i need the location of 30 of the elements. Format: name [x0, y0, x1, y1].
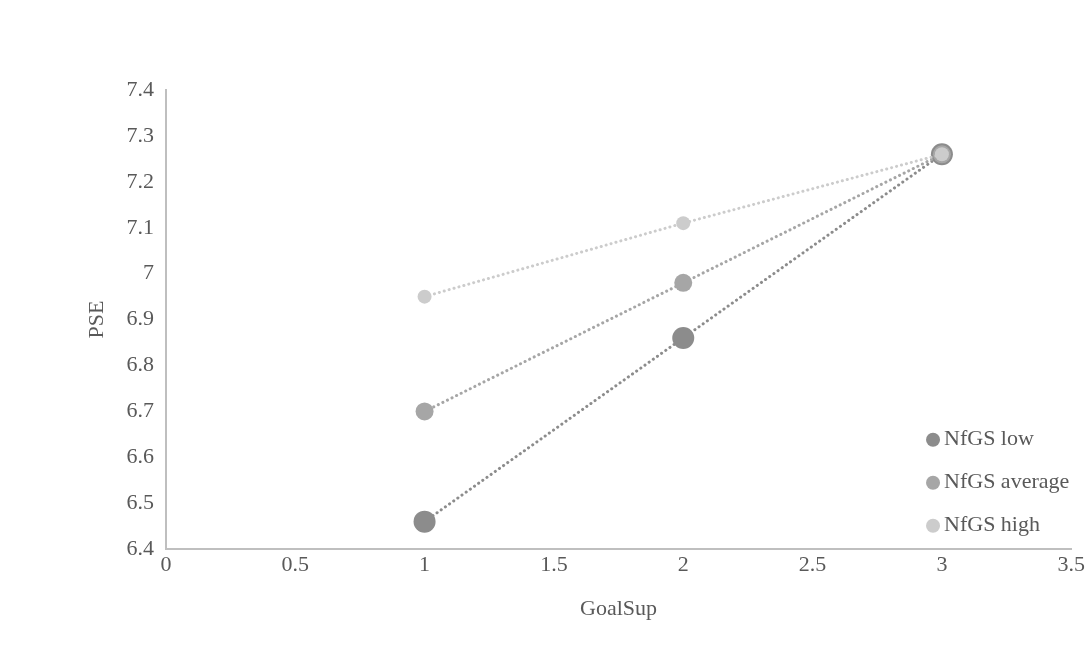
y-tick-label: 6.9 — [126, 305, 154, 331]
point — [674, 273, 693, 292]
y-tick-label: 7.3 — [126, 121, 154, 147]
point — [672, 326, 695, 349]
y-tick-label: 6.4 — [126, 534, 154, 560]
legend-label: NfGS high — [944, 511, 1040, 537]
y-tick-label: 6.5 — [126, 489, 154, 515]
x-tick-label: 3 — [936, 551, 948, 577]
point — [413, 510, 436, 533]
x-tick-label: 3.5 — [1057, 551, 1085, 577]
x-tick-label: 2.5 — [798, 551, 827, 577]
y-tick-label: 6.6 — [126, 443, 154, 469]
x-tick-label: 0.5 — [281, 551, 309, 577]
x-tick-label: 2 — [677, 551, 689, 577]
x-axis-title: GoalSup — [580, 594, 658, 620]
y-tick-label: 6.8 — [126, 351, 154, 377]
x-tick-label: 1 — [419, 551, 431, 577]
legend-label: NfGS average — [944, 468, 1070, 494]
y-axis-title: PSE — [82, 300, 108, 339]
x-tick-label: 1.5 — [540, 551, 568, 577]
y-tick-label: 7.2 — [126, 167, 154, 193]
y-tick-label: 6.7 — [126, 397, 154, 423]
y-tick-label: 7.1 — [126, 213, 154, 239]
y-tick-label: 7 — [142, 259, 154, 285]
y-tick-label: 7.4 — [126, 75, 154, 101]
point — [676, 216, 691, 231]
x-tick-label: 0 — [160, 551, 172, 577]
point — [417, 289, 432, 304]
legend-label: NfGS low — [944, 425, 1034, 451]
point — [415, 402, 434, 421]
